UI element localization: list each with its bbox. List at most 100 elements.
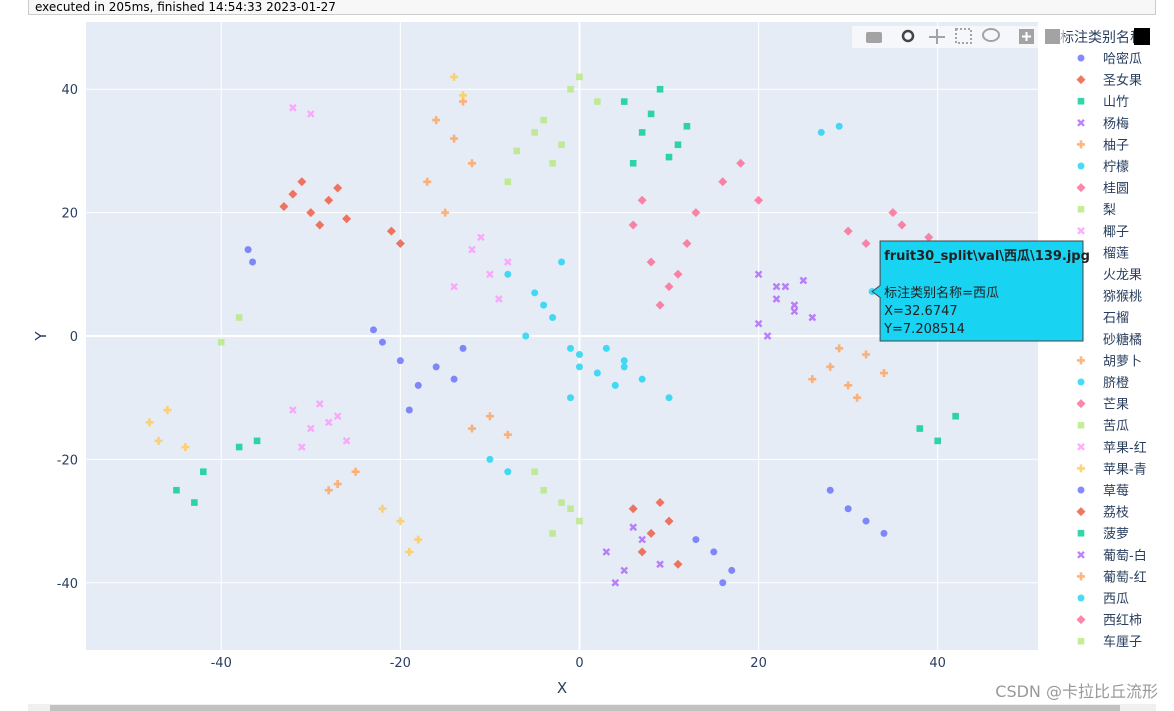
data-point (306, 110, 315, 118)
hover-line: 标注类别名称=西瓜 (884, 285, 999, 301)
legend-marker (1077, 529, 1085, 537)
data-point (405, 547, 414, 556)
legend-label[interactable]: 杨梅 (1103, 117, 1129, 132)
legend-label[interactable]: 车厘子 (1103, 634, 1142, 650)
data-point (395, 238, 405, 248)
legend-label[interactable]: 胡萝卜 (1103, 354, 1142, 369)
data-point (772, 295, 781, 303)
data-point (826, 362, 835, 371)
scrollbar-thumb[interactable] (50, 705, 1120, 711)
legend-label[interactable]: 葡萄-红 (1103, 569, 1147, 585)
data-point (351, 467, 360, 476)
legend-label[interactable]: 柠檬 (1103, 160, 1129, 175)
legend-marker (1077, 550, 1085, 559)
data-point (504, 468, 512, 476)
data-point (655, 300, 665, 310)
legend-label[interactable]: 草莓 (1103, 484, 1129, 499)
data-point (244, 246, 252, 254)
data-point (710, 548, 718, 556)
data-point (414, 535, 423, 544)
data-point (549, 313, 557, 321)
legend-label[interactable]: 苹果-青 (1103, 462, 1147, 477)
data-point (342, 437, 351, 445)
data-point (620, 357, 628, 365)
data-point (638, 375, 646, 383)
lasso-icon[interactable] (982, 28, 1000, 42)
data-point (952, 412, 959, 420)
data-point (736, 158, 746, 168)
data-point (181, 443, 190, 452)
data-point (249, 258, 257, 266)
data-point (567, 505, 574, 513)
data-point (575, 351, 583, 359)
data-point (558, 258, 566, 266)
y-tick-label: 0 (70, 330, 78, 345)
data-point (297, 177, 307, 187)
data-point (880, 529, 888, 537)
legend-label[interactable]: 山竹 (1103, 95, 1129, 110)
data-point (315, 220, 325, 230)
legend-marker (1076, 615, 1086, 625)
data-point (772, 282, 781, 291)
data-point (405, 406, 413, 414)
data-point (163, 406, 172, 415)
data-point (844, 505, 852, 513)
legend-label[interactable]: 荔枝 (1103, 506, 1129, 521)
legend-label[interactable]: 西瓜 (1103, 592, 1129, 607)
data-point (934, 437, 941, 445)
data-point (217, 338, 225, 346)
data-point (396, 357, 404, 365)
legend-label[interactable]: 椰子 (1103, 225, 1129, 240)
pan-icon[interactable] (929, 29, 945, 44)
legend-marker (1077, 421, 1085, 429)
data-point (754, 319, 763, 328)
legend-label[interactable]: 苹果-红 (1103, 440, 1147, 456)
data-point (808, 375, 817, 384)
plotly-logo[interactable] (1134, 28, 1150, 45)
legend-label[interactable]: 猕猴桃 (1103, 290, 1142, 305)
zoom-icon[interactable] (901, 29, 915, 43)
data-point (924, 232, 934, 242)
legend-marker (1077, 205, 1085, 213)
zoom-out-icon[interactable] (1045, 29, 1060, 44)
legend-marker (1077, 464, 1085, 473)
legend-label[interactable]: 火龙果 (1103, 268, 1142, 283)
select-icon[interactable] (955, 28, 972, 44)
data-point (279, 201, 289, 211)
legend-label[interactable]: 圣女果 (1103, 73, 1142, 89)
data-point (306, 424, 315, 433)
legend-label[interactable]: 脐橙 (1103, 376, 1129, 391)
legend-label[interactable]: 苦瓜 (1103, 418, 1129, 434)
legend-label[interactable]: 芒果 (1103, 397, 1129, 413)
x-axis-title: X (557, 679, 567, 697)
legend-label[interactable]: 砂糖橘 (1103, 332, 1142, 348)
data-point (432, 116, 441, 125)
data-point (664, 516, 674, 526)
legend-label[interactable]: 石榴 (1103, 311, 1129, 326)
data-point (253, 437, 261, 445)
data-point (888, 208, 898, 218)
data-point (324, 418, 333, 427)
data-point (145, 418, 154, 427)
x-tick-label: 0 (575, 656, 583, 671)
legend-label[interactable]: 柚子 (1103, 138, 1129, 153)
data-point (467, 159, 476, 168)
data-point (297, 443, 306, 451)
data-point (173, 486, 180, 494)
data-point (611, 578, 620, 587)
legend-label[interactable]: 哈密瓜 (1103, 51, 1142, 67)
data-point (861, 238, 871, 248)
legend-label[interactable]: 葡萄-白 (1103, 548, 1147, 564)
legend-label[interactable]: 梨 (1103, 203, 1116, 218)
data-point (602, 344, 610, 352)
data-point (289, 406, 297, 414)
legend-label[interactable]: 榴莲 (1103, 246, 1129, 261)
hover-line: Y=7.208514 (883, 322, 965, 337)
data-point (324, 195, 334, 205)
camera-icon[interactable] (866, 32, 882, 43)
data-point (513, 147, 521, 155)
legend-label[interactable]: 桂圆 (1103, 182, 1129, 197)
data-point (682, 238, 692, 248)
legend-label[interactable]: 菠萝 (1103, 527, 1129, 542)
legend-label[interactable]: 西红柿 (1103, 613, 1142, 629)
